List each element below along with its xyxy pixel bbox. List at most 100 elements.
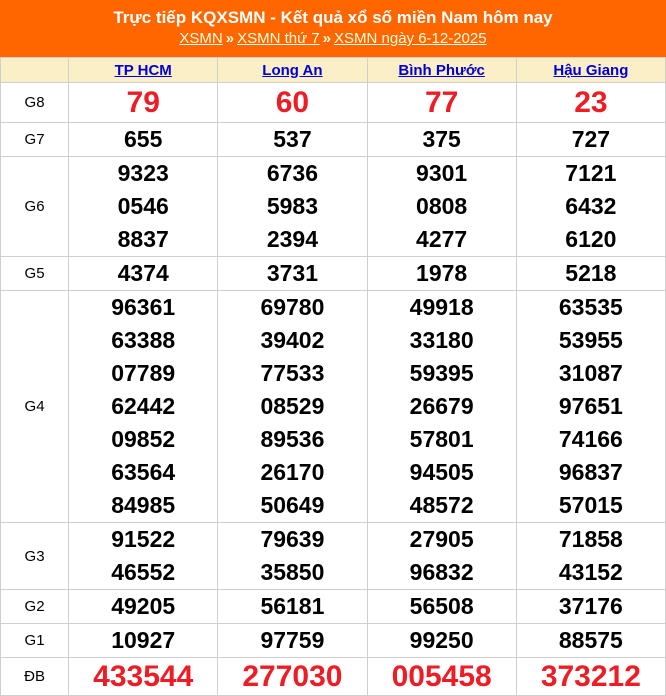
prize-value: 4277 bbox=[416, 226, 468, 252]
prize-cell: 9301 0808 4277 bbox=[366, 156, 517, 257]
province-link-binh-phuoc[interactable]: Bình Phước bbox=[398, 61, 485, 79]
prize-value: 07789 bbox=[111, 360, 176, 386]
prize-value: 31087 bbox=[558, 360, 623, 386]
prize-value: 7121 bbox=[565, 160, 617, 186]
prize-row-g1: G1 10927 97759 99250 88575 bbox=[0, 623, 666, 658]
prize-value: 37176 bbox=[515, 589, 666, 624]
table-header-row: TP HCM Long An Bình Phước Hậu Giang bbox=[0, 57, 666, 83]
prize-label-g4: G4 bbox=[0, 290, 70, 523]
prize-value: 96361 bbox=[111, 294, 176, 320]
prize-row-g8: G8 79 60 77 23 bbox=[0, 82, 666, 123]
province-link-tp-hcm[interactable]: TP HCM bbox=[114, 61, 172, 79]
prize-label-g8: G8 bbox=[0, 82, 70, 123]
prize-value: 71858 bbox=[558, 526, 623, 552]
prize-label-g7: G7 bbox=[0, 122, 70, 157]
breadcrumb-link-xsmn-thu-7[interactable]: XSMN thứ 7 bbox=[237, 30, 320, 47]
prize-value: 60 bbox=[217, 82, 368, 123]
prize-value: 09852 bbox=[111, 426, 176, 452]
prize-row-g4: G4 96361 63388 07789 62442 09852 63564 8… bbox=[0, 290, 666, 523]
prize-value: 6120 bbox=[565, 226, 617, 252]
prize-row-g5: G5 4374 3731 1978 5218 bbox=[0, 256, 666, 291]
prize-value: 63535 bbox=[558, 294, 623, 320]
prize-value: 59395 bbox=[409, 360, 474, 386]
breadcrumb-link-xsmn[interactable]: XSMN bbox=[179, 30, 223, 47]
prize-value: 77533 bbox=[260, 360, 325, 386]
prize-value: 96832 bbox=[409, 559, 474, 585]
prize-value: 3731 bbox=[217, 256, 368, 291]
prize-value: 43152 bbox=[558, 559, 623, 585]
prize-cell: 69780 39402 77533 08529 89536 26170 5064… bbox=[217, 290, 368, 523]
prize-value: 655 bbox=[68, 122, 219, 157]
province-link-long-an[interactable]: Long An bbox=[262, 61, 323, 79]
prize-value: 79639 bbox=[260, 526, 325, 552]
prize-value: 5218 bbox=[515, 256, 666, 291]
prize-value: 4374 bbox=[68, 256, 219, 291]
prize-value: 433544 bbox=[68, 657, 219, 696]
prize-value: 99250 bbox=[366, 623, 517, 658]
prize-value: 56181 bbox=[217, 589, 368, 624]
prize-cell: 71858 43152 bbox=[515, 522, 666, 590]
breadcrumb-separator: » bbox=[322, 30, 331, 47]
prize-value: 6432 bbox=[565, 193, 617, 219]
prize-label-g3: G3 bbox=[0, 522, 70, 590]
prize-value: 08529 bbox=[260, 393, 325, 419]
prize-value: 8837 bbox=[117, 226, 169, 252]
prize-value: 46552 bbox=[111, 559, 176, 585]
prize-value: 77 bbox=[366, 82, 517, 123]
prize-value: 53955 bbox=[558, 327, 623, 353]
prize-row-g3: G3 91522 46552 79639 35850 27905 96832 7… bbox=[0, 522, 666, 590]
prize-label-g5: G5 bbox=[0, 256, 70, 291]
prize-value: 91522 bbox=[111, 526, 176, 552]
prize-label-g2: G2 bbox=[0, 589, 70, 624]
column-header-binh-phuoc: Bình Phước bbox=[366, 57, 517, 83]
prize-value: 84985 bbox=[111, 492, 176, 518]
prize-value: 96837 bbox=[558, 459, 623, 485]
prize-value: 49918 bbox=[409, 294, 474, 320]
prize-value: 005458 bbox=[366, 657, 517, 696]
lottery-results-table: TP HCM Long An Bình Phước Hậu Giang G8 7… bbox=[0, 57, 666, 696]
prize-value: 39402 bbox=[260, 327, 325, 353]
prize-value: 57801 bbox=[409, 426, 474, 452]
prize-value: 49205 bbox=[68, 589, 219, 624]
prize-value: 277030 bbox=[217, 657, 368, 696]
prize-value: 62442 bbox=[111, 393, 176, 419]
prize-value: 1978 bbox=[366, 256, 517, 291]
prize-value: 9323 bbox=[117, 160, 169, 186]
province-link-hau-giang[interactable]: Hậu Giang bbox=[553, 61, 629, 79]
prize-value: 373212 bbox=[515, 657, 666, 696]
prize-label-db: ĐB bbox=[0, 657, 70, 696]
page-header: Trực tiếp KQXSMN - Kết quả xổ số miền Na… bbox=[0, 0, 666, 57]
prize-value: 56508 bbox=[366, 589, 517, 624]
prize-value: 5983 bbox=[266, 193, 318, 219]
breadcrumb-link-xsmn-ngay-6-12-2025[interactable]: XSMN ngày 6-12-2025 bbox=[334, 30, 487, 47]
prize-value: 26170 bbox=[260, 459, 325, 485]
page-title: Trực tiếp KQXSMN - Kết quả xổ số miền Na… bbox=[113, 8, 553, 27]
prize-row-db: ĐB 433544 277030 005458 373212 bbox=[0, 657, 666, 696]
prize-value: 9301 bbox=[416, 160, 468, 186]
prize-row-g7: G7 655 537 375 727 bbox=[0, 122, 666, 157]
prize-value: 63564 bbox=[111, 459, 176, 485]
breadcrumb-separator: » bbox=[225, 30, 235, 47]
prize-value: 27905 bbox=[409, 526, 474, 552]
prize-value: 57015 bbox=[558, 492, 623, 518]
prize-value: 26679 bbox=[409, 393, 474, 419]
prize-value: 537 bbox=[217, 122, 368, 157]
prize-value: 23 bbox=[515, 82, 666, 123]
prize-value: 48572 bbox=[409, 492, 474, 518]
prize-label-g1: G1 bbox=[0, 623, 70, 658]
prize-cell: 9323 0546 8837 bbox=[68, 156, 219, 257]
prize-value: 50649 bbox=[260, 492, 325, 518]
prize-value: 0808 bbox=[416, 193, 468, 219]
prize-value: 69780 bbox=[260, 294, 325, 320]
column-header-hau-giang: Hậu Giang bbox=[515, 57, 666, 83]
prize-value: 35850 bbox=[260, 559, 325, 585]
prize-cell: 63535 53955 31087 97651 74166 96837 5701… bbox=[515, 290, 666, 523]
prize-value: 10927 bbox=[68, 623, 219, 658]
prize-cell: 6736 5983 2394 bbox=[217, 156, 368, 257]
prize-cell: 79639 35850 bbox=[217, 522, 368, 590]
column-header-long-an: Long An bbox=[217, 57, 368, 83]
breadcrumb: XSMN» XSMN thứ 7» XSMN ngày 6-12-2025 bbox=[4, 29, 662, 49]
prize-row-g2: G2 49205 56181 56508 37176 bbox=[0, 589, 666, 624]
prize-label-g6: G6 bbox=[0, 156, 70, 257]
prize-value: 63388 bbox=[111, 327, 176, 353]
